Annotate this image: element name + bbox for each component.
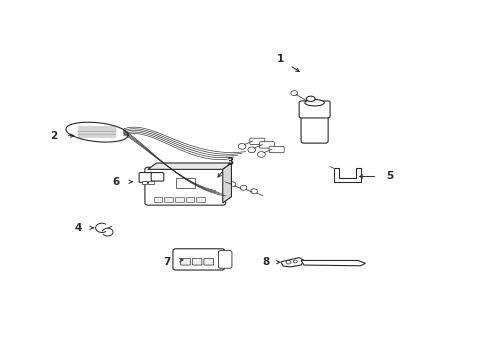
Bar: [175, 197, 183, 202]
Text: 6: 6: [113, 177, 120, 187]
Circle shape: [250, 189, 257, 194]
Text: 5: 5: [385, 171, 392, 181]
FancyBboxPatch shape: [180, 258, 190, 265]
Bar: [185, 197, 194, 202]
FancyBboxPatch shape: [139, 172, 152, 183]
Circle shape: [228, 182, 235, 187]
Ellipse shape: [305, 100, 324, 106]
FancyBboxPatch shape: [144, 167, 225, 205]
Bar: [175, 178, 195, 188]
Polygon shape: [147, 163, 231, 169]
Text: 2: 2: [50, 131, 57, 141]
Bar: [141, 181, 147, 184]
FancyBboxPatch shape: [301, 112, 327, 143]
Circle shape: [257, 152, 265, 157]
Bar: [164, 197, 173, 202]
Ellipse shape: [306, 96, 314, 102]
Circle shape: [240, 185, 246, 190]
Bar: [153, 197, 162, 202]
Circle shape: [219, 177, 225, 183]
FancyBboxPatch shape: [203, 258, 213, 265]
Polygon shape: [223, 163, 231, 203]
FancyBboxPatch shape: [249, 138, 264, 145]
FancyBboxPatch shape: [173, 249, 224, 270]
Text: 1: 1: [277, 54, 284, 64]
Circle shape: [290, 91, 297, 96]
Polygon shape: [280, 258, 304, 267]
Polygon shape: [333, 168, 360, 182]
Text: 4: 4: [74, 223, 81, 233]
Bar: [148, 181, 154, 184]
Circle shape: [285, 260, 290, 264]
FancyBboxPatch shape: [268, 146, 284, 153]
FancyBboxPatch shape: [218, 251, 231, 268]
Circle shape: [247, 147, 255, 153]
Bar: [196, 197, 204, 202]
Circle shape: [238, 144, 245, 149]
Text: 8: 8: [262, 257, 269, 267]
Polygon shape: [301, 260, 365, 266]
Circle shape: [293, 260, 297, 263]
FancyBboxPatch shape: [259, 142, 274, 148]
FancyBboxPatch shape: [192, 258, 202, 265]
FancyBboxPatch shape: [299, 101, 329, 118]
Text: 7: 7: [163, 257, 170, 266]
Text: 3: 3: [226, 157, 233, 167]
FancyBboxPatch shape: [151, 172, 163, 181]
